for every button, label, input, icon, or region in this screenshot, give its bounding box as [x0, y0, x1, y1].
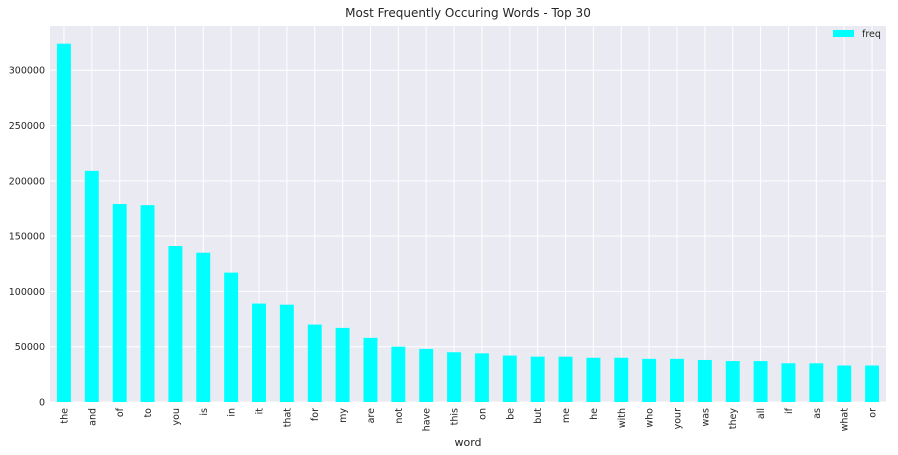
x-tick-label: with [617, 408, 628, 428]
y-tick-label: 200000 [9, 176, 45, 187]
legend: freq [833, 29, 881, 40]
plot-background [50, 26, 886, 402]
bar-my [335, 327, 350, 402]
x-tick-label: you [171, 408, 182, 425]
bar-on [474, 353, 489, 402]
bar-this [447, 352, 462, 402]
bars [56, 43, 880, 402]
legend-swatch [833, 30, 854, 37]
x-tick-label: for [310, 408, 321, 421]
bar-it [252, 303, 266, 402]
bar-in [224, 272, 239, 402]
x-tick-label: on [477, 408, 488, 420]
x-tick-label: are [366, 408, 377, 424]
bar-the [56, 43, 71, 402]
bar-your [670, 358, 684, 402]
bar-with [614, 357, 629, 402]
x-tick-label: and [87, 408, 98, 426]
bar-me [558, 356, 573, 402]
bar-have [419, 348, 434, 402]
bar-was [697, 359, 712, 402]
x-tick-label: me [561, 408, 572, 423]
x-tick-label: of [115, 407, 126, 417]
bar-to [140, 205, 155, 402]
bar-or [865, 365, 880, 402]
x-tick-label: he [589, 408, 600, 420]
y-tick-labels: 0 50000 100000 150000 200000 250000 300000 [9, 66, 45, 409]
x-tick-label: not [394, 408, 405, 424]
bar-who [642, 358, 657, 402]
bar-be [502, 355, 517, 402]
y-tick-label: 0 [39, 398, 45, 409]
x-tick-label: be [505, 408, 516, 420]
x-tick-label: that [282, 408, 293, 428]
x-tick-label: this [450, 408, 461, 425]
y-tick-label: 150000 [9, 232, 45, 243]
bar-as [809, 363, 824, 402]
x-tick-label: all [756, 408, 767, 419]
bar-is [196, 252, 211, 402]
x-tick-label: your [673, 408, 684, 429]
x-tick-label: it [255, 408, 266, 415]
bar-of [112, 204, 127, 402]
x-tick-labels: the and of to you is in it that for my are not have th… [59, 407, 878, 431]
bar-you [168, 246, 183, 402]
bar-they [725, 361, 740, 402]
bar-what [837, 365, 852, 402]
bar-for [307, 324, 322, 402]
bar-all [753, 361, 768, 402]
x-axis-label: word [454, 436, 481, 449]
x-tick-label: but [533, 408, 544, 424]
x-tick-label: what [840, 408, 851, 432]
bar-if [781, 363, 796, 402]
y-tick-label: 50000 [15, 342, 45, 353]
x-tick-label: as [812, 408, 823, 419]
x-tick-label: they [728, 408, 739, 430]
y-tick-label: 100000 [9, 287, 45, 298]
x-tick-label: in [227, 408, 238, 417]
x-tick-label: my [338, 408, 349, 423]
x-tick-label: have [422, 408, 433, 431]
x-tick-label: was [700, 408, 711, 427]
bar-that [279, 304, 294, 402]
bar-he [586, 357, 601, 402]
x-tick-label: or [868, 408, 879, 418]
x-tick-label: the [59, 408, 70, 424]
bar-not [391, 346, 406, 402]
x-tick-label: to [143, 408, 154, 418]
bar-are [363, 337, 378, 402]
x-tick-label: who [645, 408, 656, 428]
chart-title: Most Frequently Occuring Words - Top 30 [345, 6, 591, 20]
bar-but [530, 356, 545, 402]
y-tick-label: 300000 [9, 66, 45, 77]
x-tick-label: is [199, 408, 210, 416]
x-tick-label: if [784, 407, 795, 414]
legend-label: freq [862, 29, 881, 40]
bar-and [84, 170, 99, 402]
y-tick-label: 250000 [9, 121, 45, 132]
